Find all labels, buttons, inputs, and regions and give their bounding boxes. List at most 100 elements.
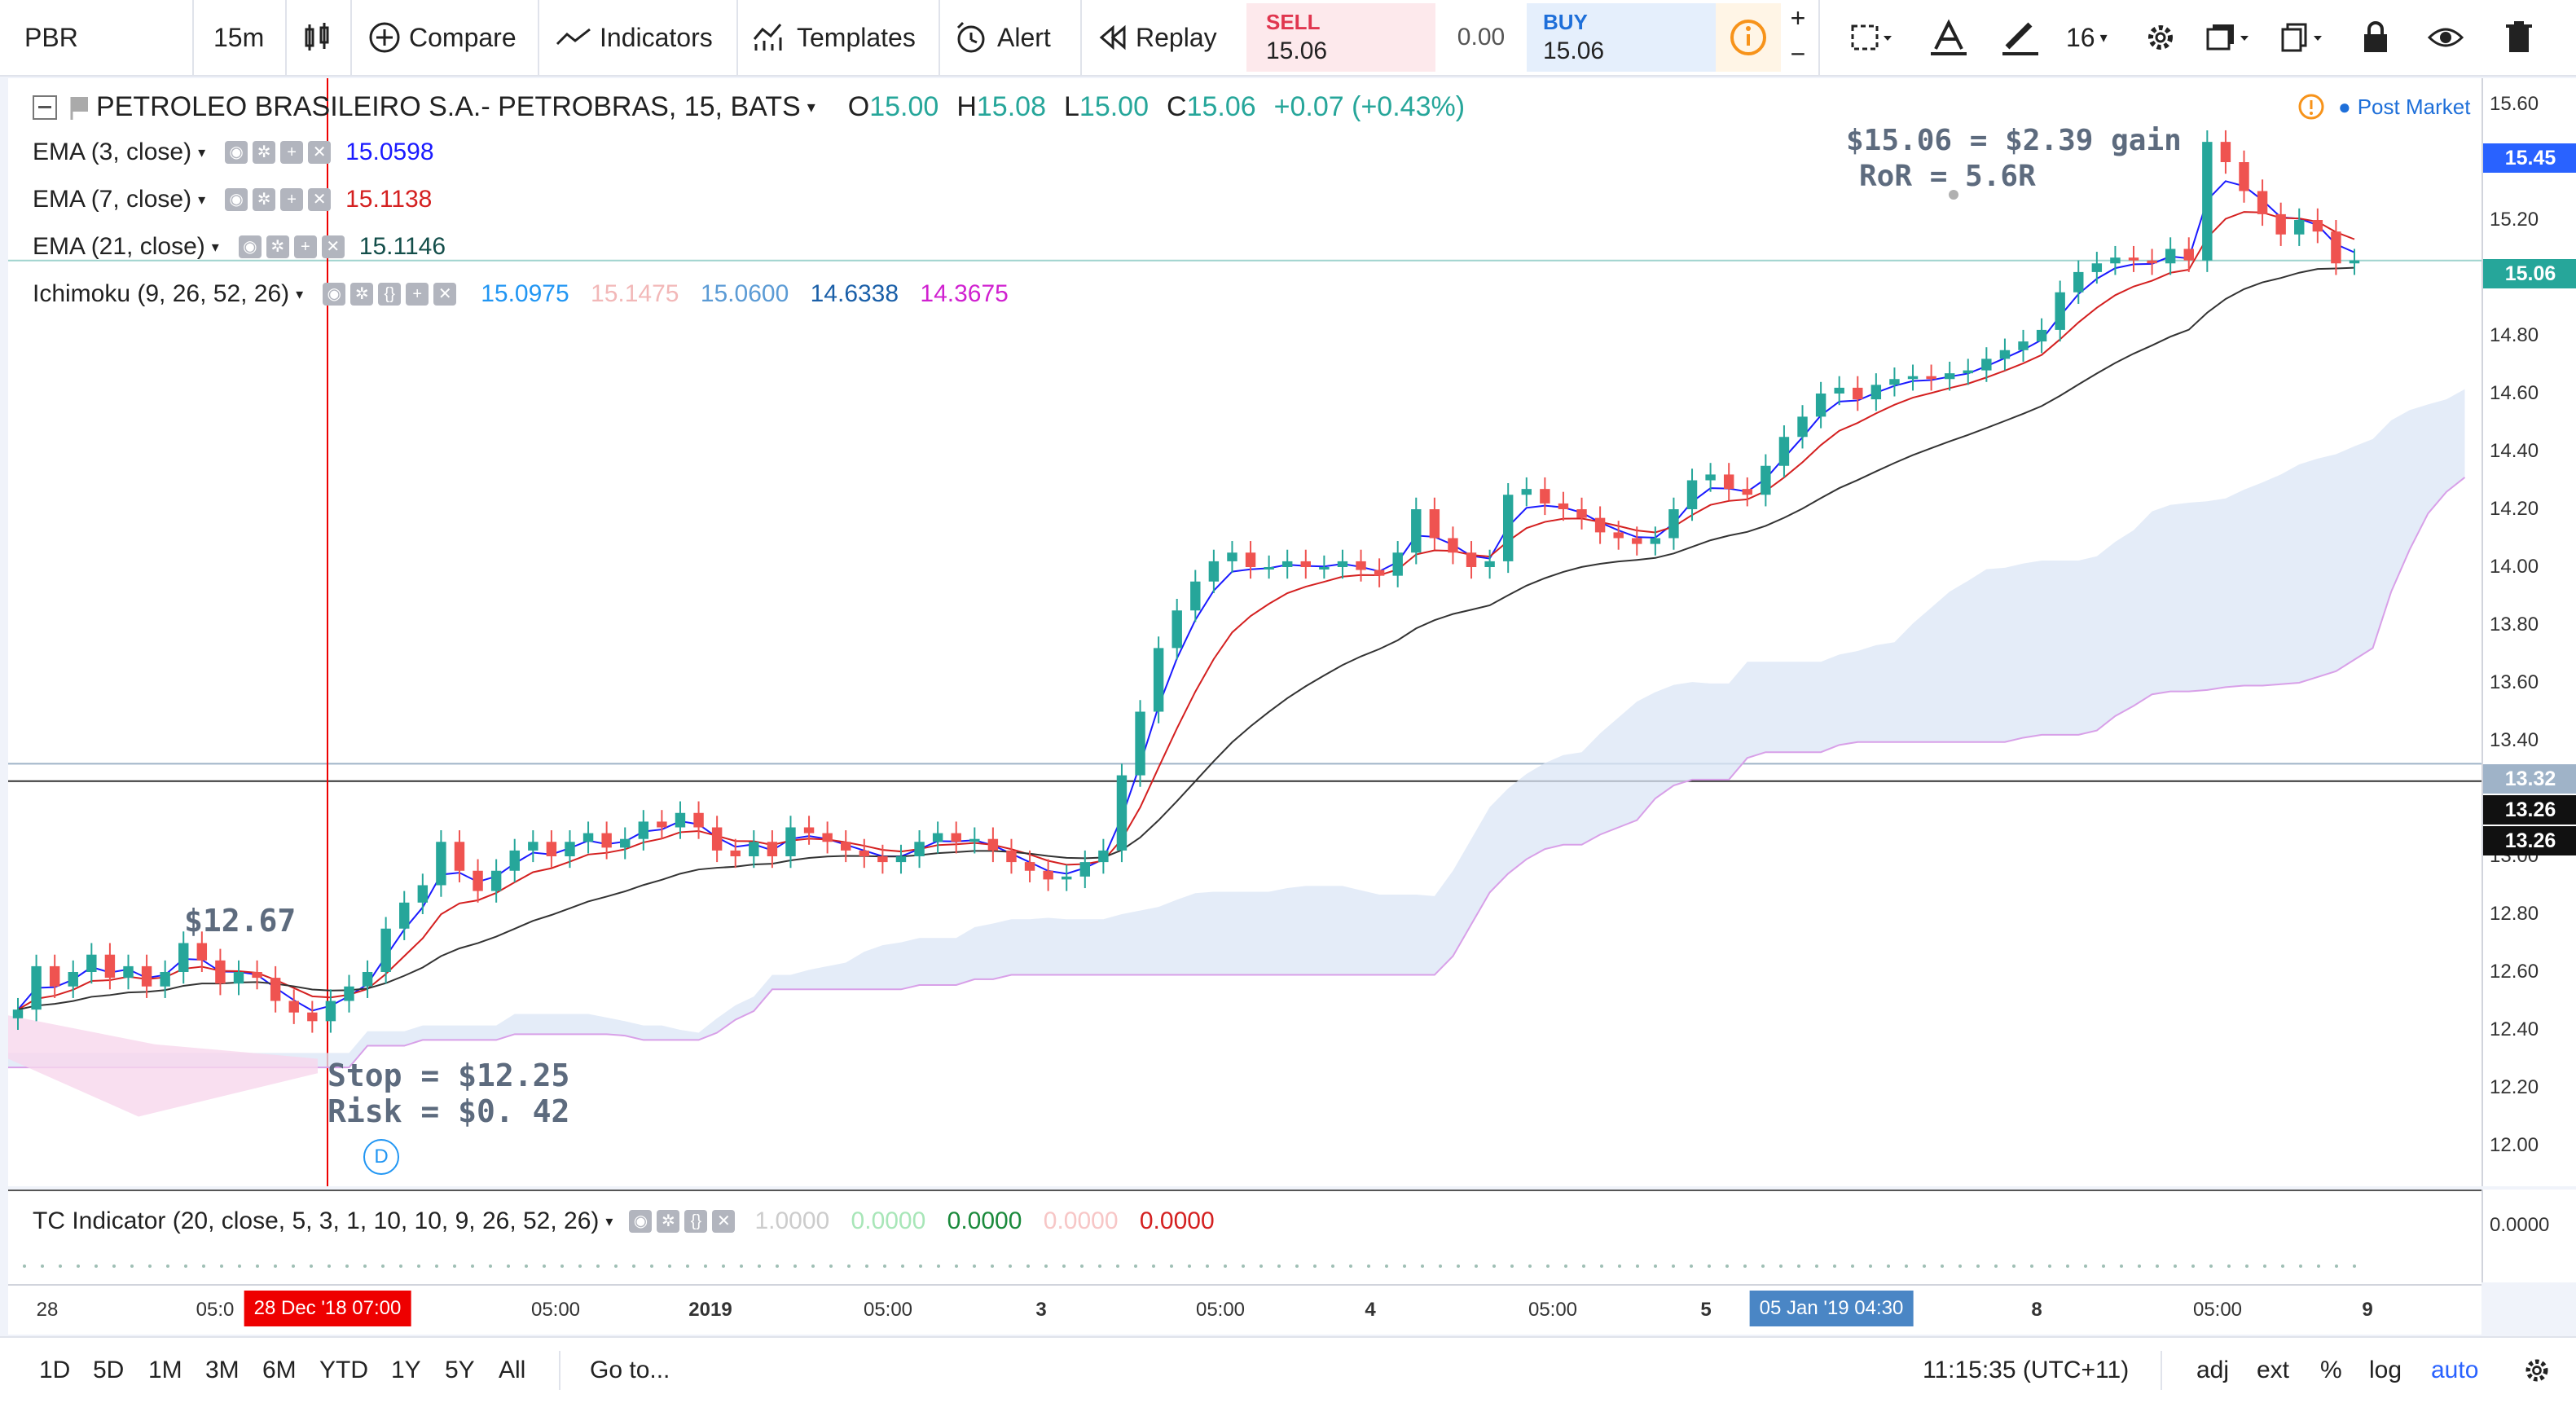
text-a-icon bbox=[1931, 19, 1967, 55]
gear-icon[interactable]: ✲ bbox=[253, 141, 276, 164]
stop-annotation[interactable]: Stop = $12.25 bbox=[327, 1058, 570, 1093]
settings-button[interactable] bbox=[2144, 0, 2177, 75]
clone-button[interactable] bbox=[2279, 0, 2325, 75]
chevron-down-icon[interactable]: ▾ bbox=[198, 191, 206, 208]
ichimoku-legend[interactable]: Ichimoku (9, 26, 52, 26) ▾ ◉ ✲{} + ✕ 15.0975… bbox=[33, 280, 1009, 308]
log-toggle[interactable]: log bbox=[2369, 1357, 2402, 1383]
delete-button[interactable] bbox=[2503, 0, 2535, 75]
more-icon[interactable]: + bbox=[280, 141, 304, 164]
close-icon[interactable]: ✕ bbox=[308, 141, 332, 164]
indicators-button[interactable]: Indicators bbox=[556, 0, 713, 75]
auto-toggle[interactable]: auto bbox=[2431, 1357, 2479, 1383]
percent-toggle[interactable]: % bbox=[2320, 1357, 2342, 1383]
ema3-legend[interactable]: EMA (3, close) ▾ ◉ ✲ + ✕ 15.0598 bbox=[33, 139, 434, 166]
range-6m[interactable]: 6M bbox=[262, 1357, 297, 1383]
templates-button[interactable]: Templates bbox=[753, 0, 916, 75]
risk-annotation[interactable]: Risk = $0. 42 bbox=[327, 1093, 570, 1129]
entry-annotation[interactable]: $12.67 bbox=[184, 903, 297, 939]
adj-toggle[interactable]: adj bbox=[2196, 1357, 2230, 1383]
chevron-down-icon[interactable]: ▾ bbox=[296, 285, 304, 302]
chevron-down-icon[interactable]: ▾ bbox=[807, 99, 815, 117]
more-icon[interactable]: + bbox=[293, 235, 317, 258]
ema21-legend[interactable]: EMA (21, close) ▾ ◉ ✲ + ✕ 15.1146 bbox=[33, 233, 446, 261]
chevron-down-icon[interactable]: ▾ bbox=[605, 1212, 613, 1229]
time-label: 05:00 bbox=[863, 1299, 913, 1321]
code-icon[interactable]: {} bbox=[378, 283, 402, 306]
gear-icon[interactable]: ✲ bbox=[657, 1210, 680, 1233]
candle bbox=[749, 842, 759, 856]
candle bbox=[2036, 329, 2047, 342]
gain-annotation[interactable]: $15.06 = $2.39 gain bbox=[1846, 124, 2182, 157]
text-tool-button[interactable] bbox=[1929, 0, 1968, 75]
gear-icon[interactable]: ✲ bbox=[253, 188, 276, 211]
lock-button[interactable] bbox=[2359, 0, 2392, 75]
info-button[interactable] bbox=[1716, 3, 1781, 72]
eye-icon[interactable]: ◉ bbox=[323, 283, 346, 306]
chevron-down-icon[interactable]: ▾ bbox=[198, 143, 206, 161]
close-icon[interactable]: ✕ bbox=[308, 188, 332, 211]
time-axis[interactable]: 28 05:0 05:00 2019 05:00 3 05:00 4 05:00… bbox=[8, 1284, 2481, 1335]
more-icon[interactable]: + bbox=[280, 188, 304, 211]
sell-button[interactable]: SELL 15.06 bbox=[1246, 3, 1435, 72]
eye-icon[interactable]: ◉ bbox=[225, 141, 248, 164]
close-icon[interactable]: ✕ bbox=[712, 1210, 736, 1233]
gear-icon[interactable]: ✲ bbox=[266, 235, 289, 258]
replay-button[interactable]: Replay bbox=[1097, 0, 1217, 75]
alert-button[interactable]: Alert bbox=[953, 0, 1051, 75]
eye-icon[interactable]: ◉ bbox=[629, 1210, 653, 1233]
candle bbox=[693, 812, 704, 828]
select-rectangle-button[interactable] bbox=[1849, 0, 1895, 75]
tc-legend[interactable]: TC Indicator (20, close, 5, 3, 1, 10, 10… bbox=[33, 1207, 1215, 1235]
chevron-down-icon[interactable]: ▾ bbox=[211, 238, 219, 255]
chart-style-button[interactable] bbox=[301, 0, 334, 75]
close-icon[interactable]: ✕ bbox=[321, 235, 345, 258]
range-all[interactable]: All bbox=[499, 1357, 526, 1383]
hide-button[interactable] bbox=[2428, 0, 2464, 75]
range-5d[interactable]: 5D bbox=[93, 1357, 125, 1383]
visual-order-button[interactable] bbox=[2206, 0, 2252, 75]
brush-button[interactable] bbox=[2001, 0, 2040, 75]
eye-icon[interactable]: ◉ bbox=[225, 188, 248, 211]
candlestick-chart[interactable] bbox=[8, 78, 2481, 1186]
candle bbox=[178, 943, 189, 972]
ema3-value: 15.0598 bbox=[345, 139, 434, 165]
range-1d[interactable]: 1D bbox=[39, 1357, 71, 1383]
eye-icon[interactable]: ◉ bbox=[238, 235, 262, 258]
close-label: C bbox=[1167, 91, 1187, 122]
interval-button[interactable]: 15m bbox=[213, 0, 264, 75]
ext-toggle[interactable]: ext bbox=[2257, 1357, 2290, 1383]
range-ytd[interactable]: YTD bbox=[319, 1357, 368, 1383]
font-size-select[interactable]: 16 ▾ bbox=[2066, 0, 2108, 75]
symbol-search[interactable]: PBR bbox=[24, 0, 78, 75]
code-icon[interactable]: {} bbox=[684, 1210, 708, 1233]
post-market-indicator[interactable]: ● Post Market bbox=[2297, 93, 2470, 121]
more-icon[interactable]: + bbox=[406, 283, 429, 306]
range-5y[interactable]: 5Y bbox=[445, 1357, 475, 1383]
gear-icon[interactable]: ✲ bbox=[350, 283, 374, 306]
compare-button[interactable]: Compare bbox=[368, 0, 517, 75]
settings-button[interactable] bbox=[2522, 1338, 2552, 1403]
range-1m[interactable]: 1M bbox=[148, 1357, 182, 1383]
ema7-legend[interactable]: EMA (7, close) ▾ ◉ ✲ + ✕ 15.1138 bbox=[33, 186, 432, 213]
range-3m[interactable]: 3M bbox=[205, 1357, 240, 1383]
ema21-line bbox=[17, 266, 2355, 1011]
tc-dot bbox=[1958, 1264, 1962, 1268]
tc-dot bbox=[1779, 1264, 1783, 1268]
zoom-out-button[interactable]: − bbox=[1790, 39, 1806, 68]
zoom-in-button[interactable]: + bbox=[1790, 3, 1806, 33]
ror-annotation[interactable]: RoR = 5.6R bbox=[1859, 160, 2036, 193]
tc-axis[interactable]: 0.0000 bbox=[2481, 1190, 2576, 1282]
tc-indicator-pane[interactable]: TC Indicator (20, close, 5, 3, 1, 10, 10… bbox=[8, 1190, 2481, 1284]
tc-dot bbox=[130, 1264, 134, 1268]
range-1y[interactable]: 1Y bbox=[391, 1357, 421, 1383]
price-axis[interactable]: 15.6015.4015.2015.0014.8014.6014.4014.20… bbox=[2481, 78, 2576, 1186]
buy-button[interactable]: BUY 15.06 bbox=[1527, 3, 1716, 72]
dividend-marker[interactable]: D bbox=[363, 1139, 399, 1175]
price-chart-pane[interactable]: PETROLEO BRASILEIRO S.A.- PETROBRAS, 15,… bbox=[8, 78, 2481, 1186]
tc-dot bbox=[202, 1264, 205, 1268]
clock-display[interactable]: 11:15:35 (UTC+11) bbox=[1923, 1357, 2130, 1383]
goto-button[interactable]: Go to... bbox=[590, 1357, 670, 1383]
close-icon[interactable]: ✕ bbox=[433, 283, 457, 306]
collapse-icon[interactable] bbox=[33, 95, 57, 120]
tc-dot bbox=[2084, 1264, 2087, 1268]
